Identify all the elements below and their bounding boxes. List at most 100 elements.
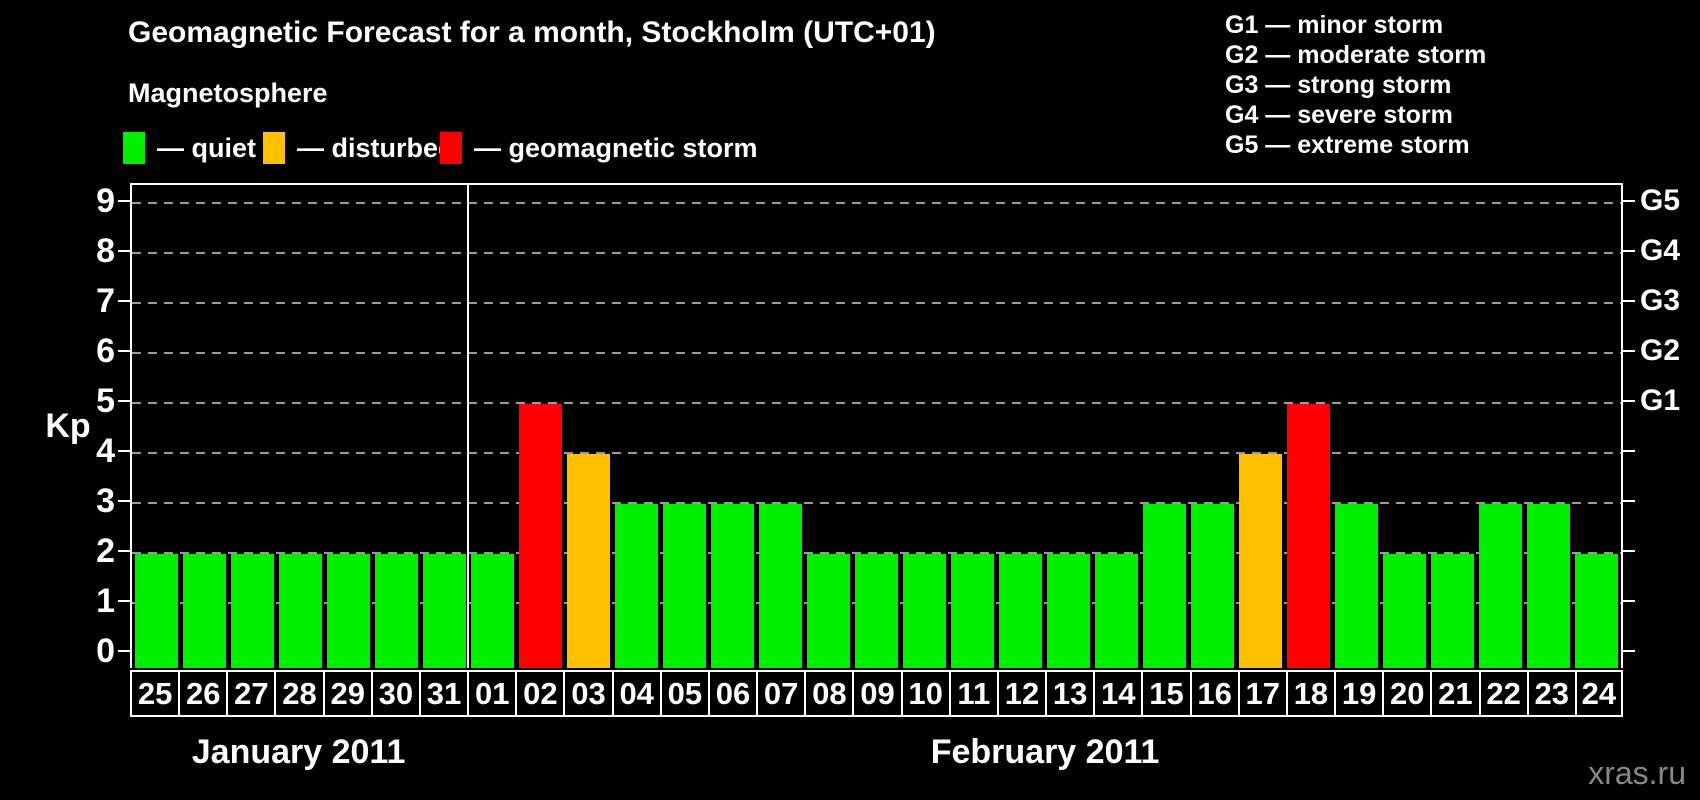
kp-bar-day-23 [1527, 504, 1571, 668]
day-label-25: 25 [130, 670, 181, 717]
left-tick-4 [118, 450, 130, 452]
left-tick-1 [118, 600, 130, 602]
day-label-29: 29 [322, 670, 373, 717]
kp-bar-day-18 [1287, 404, 1331, 668]
left-tick-3 [118, 500, 130, 502]
right-axis-label-g3: G3 [1640, 284, 1681, 317]
kp-bar-day-09 [854, 554, 898, 668]
storm-color-swatch [440, 132, 462, 164]
left-tick-6 [118, 350, 130, 352]
day-label-01: 01 [467, 670, 518, 717]
gridline-kp-2 [132, 552, 1621, 554]
gridline-kp-4 [132, 452, 1621, 454]
y-axis-title: Kp [45, 407, 91, 445]
day-label-03: 03 [563, 670, 614, 717]
storm-label: — geomagnetic storm [474, 132, 758, 163]
day-label-13: 13 [1045, 670, 1096, 717]
kp-bar-day-01 [470, 554, 514, 668]
kp-bar-day-02 [518, 404, 562, 668]
kp-bar-day-20 [1383, 554, 1427, 668]
day-label-15: 15 [1141, 670, 1192, 717]
left-tick-9 [118, 200, 130, 202]
kp-bar-day-14 [1095, 554, 1139, 668]
y-tick-label-7: 7 [96, 282, 115, 320]
right-axis-label-g5: G5 [1640, 184, 1681, 217]
legend-item-storm: — geomagnetic storm [440, 131, 758, 165]
right-axis-label-g2: G2 [1640, 334, 1681, 367]
day-label-31: 31 [418, 670, 470, 717]
day-label-10: 10 [900, 670, 951, 717]
gridline-kp-3 [132, 502, 1621, 504]
y-tick-label-9: 9 [96, 182, 115, 220]
right-tick-3 [1623, 500, 1635, 502]
day-label-09: 09 [852, 670, 903, 717]
right-tick-8 [1623, 250, 1635, 252]
left-tick-2 [118, 550, 130, 552]
kp-bar-day-15 [1143, 504, 1187, 668]
kp-bar-day-22 [1479, 504, 1523, 668]
day-label-14: 14 [1093, 670, 1144, 717]
day-label-16: 16 [1189, 670, 1240, 717]
chart-title: Geomagnetic Forecast for a month, Stockh… [128, 16, 936, 49]
gridline-kp-8 [132, 252, 1621, 254]
day-label-23: 23 [1526, 670, 1577, 717]
quiet-color-swatch [123, 132, 145, 164]
g4-legend-line: G4 — severe storm [1225, 101, 1453, 129]
y-tick-label-3: 3 [96, 482, 115, 520]
left-tick-8 [118, 250, 130, 252]
day-label-21: 21 [1430, 670, 1481, 717]
y-tick-label-1: 1 [96, 582, 115, 620]
day-label-26: 26 [178, 670, 229, 717]
day-label-02: 02 [515, 670, 566, 717]
day-label-27: 27 [226, 670, 277, 717]
magnetosphere-legend-heading: Magnetosphere [128, 78, 328, 108]
kp-bar-day-13 [1047, 554, 1091, 668]
y-tick-label-2: 2 [96, 532, 115, 570]
kp-bar-day-06 [710, 504, 754, 668]
kp-bar-day-12 [999, 554, 1043, 668]
kp-bar-day-29 [326, 554, 370, 668]
kp-bar-day-07 [758, 504, 802, 668]
day-label-17: 17 [1237, 670, 1288, 717]
right-tick-9 [1623, 200, 1635, 202]
kp-bar-day-16 [1191, 504, 1235, 668]
right-tick-5 [1623, 400, 1635, 402]
g1-legend-line: G1 — minor storm [1225, 11, 1444, 39]
left-tick-5 [118, 400, 130, 402]
kp-bar-day-25 [134, 554, 178, 668]
kp-bar-day-31 [422, 554, 466, 668]
y-tick-label-0: 0 [96, 632, 115, 670]
gridline-kp-6 [132, 352, 1621, 354]
kp-bar-day-30 [374, 554, 418, 668]
day-label-12: 12 [996, 670, 1048, 717]
right-tick-4 [1623, 450, 1635, 452]
gridline-kp-9 [132, 202, 1621, 204]
day-label-19: 19 [1334, 670, 1385, 717]
kp-bar-day-17 [1239, 454, 1283, 668]
disturbed-label: — disturbed [297, 132, 455, 163]
day-label-07: 07 [756, 670, 807, 717]
gridline-kp-5 [132, 402, 1621, 404]
plot-area [130, 183, 1623, 668]
kp-bar-day-28 [278, 554, 322, 668]
g2-legend-line: G2 — moderate storm [1225, 41, 1487, 69]
right-tick-7 [1623, 300, 1635, 302]
right-tick-2 [1623, 550, 1635, 552]
quiet-label: — quiet [157, 132, 256, 163]
day-label-08: 08 [804, 670, 855, 717]
y-tick-label-8: 8 [96, 232, 115, 270]
g3-legend-line: G3 — strong storm [1225, 71, 1452, 99]
day-label-11: 11 [948, 670, 999, 717]
plot-inner [132, 185, 1621, 668]
right-axis-label-g4: G4 [1640, 234, 1681, 267]
storm-scale-legend: G1 — minor storm G2 — moderate storm G3 … [1225, 10, 1486, 160]
day-label-28: 28 [274, 670, 325, 717]
kp-bar-day-10 [903, 554, 947, 668]
kp-bar-day-24 [1575, 554, 1619, 668]
disturbed-color-swatch [263, 132, 285, 164]
day-label-04: 04 [611, 670, 662, 717]
kp-bar-day-11 [951, 554, 995, 668]
day-label-18: 18 [1285, 670, 1337, 717]
month-divider-line [467, 185, 470, 668]
